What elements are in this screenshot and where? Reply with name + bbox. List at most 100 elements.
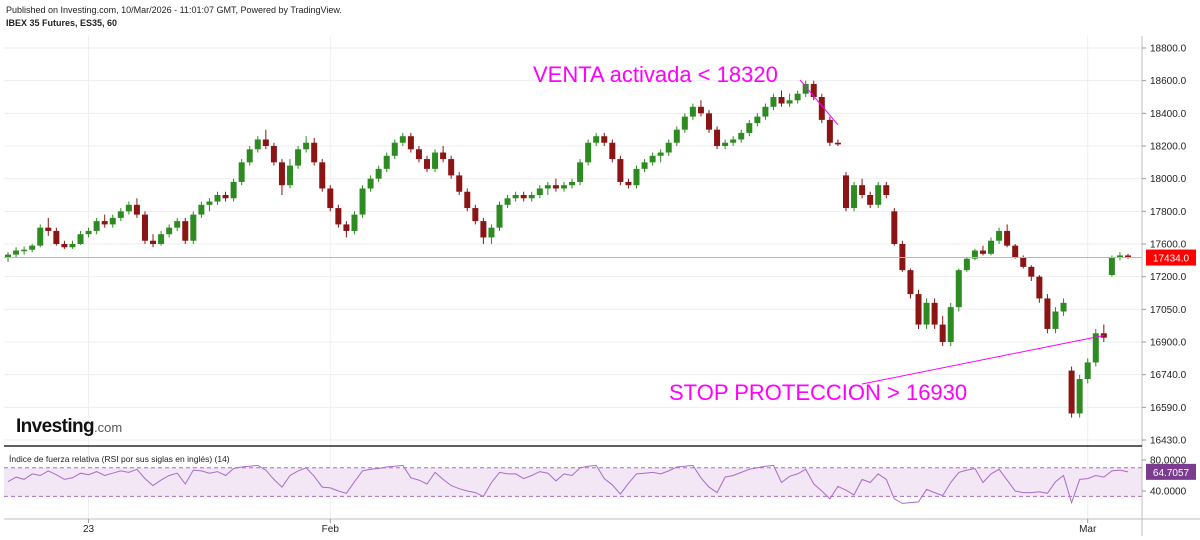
- candle-body: [1044, 298, 1051, 329]
- candle-body: [1125, 255, 1131, 258]
- candle-body: [278, 162, 285, 186]
- candle-body: [907, 270, 914, 295]
- price-axis-label: 18200.0: [1150, 142, 1187, 153]
- candle-body: [528, 195, 535, 199]
- candle-body: [706, 113, 713, 130]
- candle-body: [875, 185, 882, 205]
- candle-body: [1036, 276, 1043, 299]
- price-axis-label: 18800.0: [1150, 44, 1187, 55]
- candle-body: [190, 214, 197, 241]
- stop-annotation-connector: [861, 334, 1104, 385]
- time-axis[interactable]: 23 Feb Mar: [83, 519, 1097, 535]
- candle-body: [649, 155, 656, 163]
- candle-body: [657, 152, 664, 156]
- candle-body: [238, 162, 245, 182]
- annotations: VENTA activada < 18320 STOP PROTECCION >…: [533, 62, 1104, 405]
- candle-body: [141, 214, 148, 241]
- candle-body: [464, 191, 471, 209]
- candle-body: [85, 230, 92, 235]
- last-price-badge: [1146, 249, 1196, 266]
- rsi-axis[interactable]: 40.0000 80.0000: [1142, 456, 1187, 498]
- candle-body: [61, 244, 68, 248]
- candle-body: [834, 142, 841, 145]
- candle-body: [13, 250, 20, 255]
- candle-body: [1076, 379, 1083, 414]
- candle-body: [182, 221, 189, 241]
- logo-suffix: .com: [94, 420, 123, 435]
- candle-body: [311, 142, 318, 163]
- candle-body: [996, 230, 1003, 241]
- candle-body: [778, 97, 785, 104]
- price-axis-label: 17200.0: [1150, 272, 1187, 283]
- candle-body: [560, 185, 567, 189]
- candle-body: [544, 185, 551, 189]
- candle-body: [633, 168, 640, 186]
- candle-body: [939, 324, 946, 342]
- candle-body: [21, 249, 28, 252]
- investing-logo[interactable]: Investing.com: [16, 416, 122, 438]
- candle-body: [786, 100, 793, 104]
- price-axis-label: 17800.0: [1150, 207, 1187, 218]
- time-axis-label: 23: [83, 524, 95, 535]
- candle-body: [641, 162, 648, 169]
- candle-body: [536, 188, 543, 195]
- rsi-axis-label: 80.0000: [1150, 456, 1187, 467]
- candle-body: [222, 195, 229, 199]
- rsi-pane: [4, 464, 1142, 505]
- candle-body: [714, 129, 721, 146]
- candle-body: [552, 185, 559, 189]
- candle-body: [327, 188, 334, 209]
- candle-body: [851, 185, 858, 209]
- candle-body: [1084, 362, 1091, 380]
- candle-body: [770, 97, 777, 107]
- candle-body: [262, 139, 269, 146]
- candle-body: [198, 204, 205, 215]
- candle-body: [842, 175, 849, 209]
- candle-body: [1004, 230, 1011, 246]
- candle-body: [383, 155, 390, 169]
- candle-body: [335, 208, 342, 225]
- candle-body: [133, 204, 140, 215]
- candle-body: [665, 142, 672, 153]
- venta-annotation: VENTA activada < 18320: [533, 62, 778, 87]
- candle-body: [859, 185, 866, 195]
- rsi-value-badge: [1146, 463, 1196, 480]
- candle-body: [923, 302, 930, 325]
- candle-body: [117, 211, 124, 218]
- candle-body: [738, 132, 745, 140]
- candle-body: [456, 175, 463, 192]
- candle-body: [1012, 245, 1019, 258]
- candle-body: [287, 165, 294, 186]
- candle-body: [480, 221, 487, 238]
- rsi-title: Índice de fuerza relativa (RSI por sus s…: [9, 454, 230, 464]
- price-axis-label: 16430.0: [1150, 436, 1187, 447]
- candle-body: [577, 162, 584, 182]
- candle-body: [351, 214, 358, 231]
- price-series: [5, 80, 1131, 418]
- candle-body: [5, 254, 11, 258]
- candle-body: [609, 142, 616, 160]
- candle-body: [689, 106, 696, 117]
- candle-body: [158, 234, 165, 244]
- price-axis[interactable]: 16430.0 16590.0 16740.0 16900.0 17050.0 17200…: [1142, 44, 1187, 447]
- candle-body: [407, 136, 414, 150]
- candle-body: [1020, 257, 1027, 267]
- candle-body: [947, 307, 954, 342]
- candle-body: [77, 234, 84, 244]
- candle-body: [762, 106, 769, 117]
- candle-body: [319, 162, 326, 189]
- candle-body: [359, 188, 366, 215]
- candle-body: [69, 244, 76, 248]
- price-axis-label: 18600.0: [1150, 76, 1187, 87]
- candle-body: [1108, 257, 1115, 276]
- rsi-line: [7, 464, 1129, 505]
- symbol-title: IBEX 35 Futures, ES35, 60: [6, 18, 118, 28]
- candle-body: [367, 178, 374, 189]
- candle-body: [488, 227, 495, 238]
- grid-lines: [4, 36, 1142, 519]
- candle-body: [810, 83, 817, 97]
- candle-body: [270, 146, 277, 163]
- candle-body: [625, 181, 632, 186]
- candle-body: [681, 116, 688, 130]
